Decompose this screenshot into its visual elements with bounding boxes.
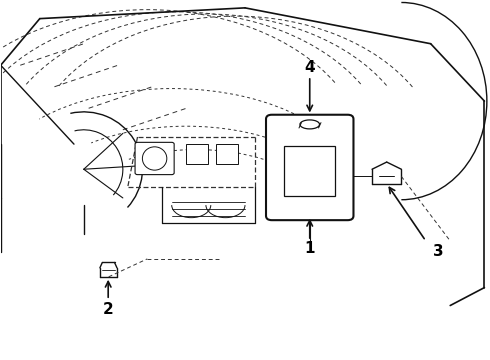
FancyBboxPatch shape xyxy=(135,142,174,175)
Text: 2: 2 xyxy=(103,302,114,316)
Text: 4: 4 xyxy=(304,59,315,75)
Bar xyxy=(186,144,208,164)
Bar xyxy=(284,146,335,196)
FancyBboxPatch shape xyxy=(266,115,353,220)
Text: 3: 3 xyxy=(433,244,443,259)
Bar xyxy=(216,144,238,164)
Text: 1: 1 xyxy=(304,240,315,256)
